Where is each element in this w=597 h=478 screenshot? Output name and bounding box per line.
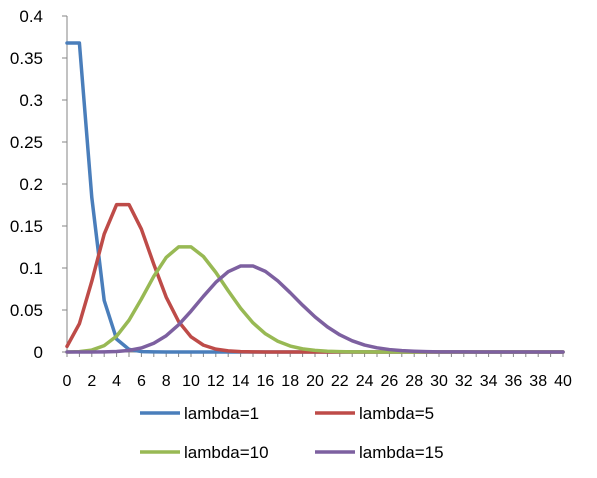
x-tick-label: 8 — [162, 373, 171, 390]
y-tick-label: 0.1 — [19, 259, 43, 278]
x-tick-label: 0 — [63, 373, 72, 390]
x-tick-label: 16 — [257, 373, 275, 390]
legend-label: lambda=15 — [359, 443, 444, 462]
x-tick-label: 20 — [306, 373, 324, 390]
x-tick-label: 14 — [232, 373, 250, 390]
legend-label: lambda=5 — [359, 404, 434, 423]
x-tick-label: 28 — [405, 373, 423, 390]
x-tick-label: 30 — [430, 373, 448, 390]
x-tick-label: 26 — [381, 373, 399, 390]
series-line-lambda-1 — [65, 41, 565, 354]
x-tick-label: 24 — [356, 373, 374, 390]
y-tick-label: 0 — [34, 343, 43, 362]
x-tick-label: 6 — [137, 373, 146, 390]
x-tick-label: 36 — [505, 373, 523, 390]
y-tick-label: 0.2 — [19, 175, 43, 194]
series-lines — [65, 41, 565, 354]
y-tick-label: 0.15 — [10, 217, 43, 236]
x-tick-label: 34 — [480, 373, 498, 390]
x-tick-label: 10 — [182, 373, 200, 390]
x-tick-label: 22 — [331, 373, 349, 390]
series-line-lambda-15 — [65, 264, 565, 354]
x-tick-label: 12 — [207, 373, 225, 390]
y-tick-label: 0.4 — [19, 7, 43, 26]
x-tick-label: 18 — [281, 373, 299, 390]
series-line-lambda-10 — [65, 245, 565, 354]
x-tick-label: 32 — [455, 373, 473, 390]
y-tick-label: 0.35 — [10, 49, 43, 68]
legend-label: lambda=1 — [184, 404, 259, 423]
x-tick-label: 38 — [529, 373, 547, 390]
x-axis-ticks: 0 2 4 6 8 10 12 14 16 18 20 22 24 26 28 30 32 34 36 38 40 — [63, 352, 572, 390]
y-axis-ticks: 0 0.05 0.1 0.15 0.2 0.25 0.3 0.35 0.4 — [10, 7, 67, 362]
y-tick-label: 0.3 — [19, 91, 43, 110]
legend: lambda=1 lambda=5 lambda=10 lambda=15 — [140, 404, 444, 462]
y-tick-label: 0.25 — [10, 133, 43, 152]
x-tick-label: 4 — [112, 373, 121, 390]
x-tick-label: 2 — [87, 373, 96, 390]
series-line-lambda-5 — [65, 202, 565, 354]
legend-label: lambda=10 — [184, 443, 269, 462]
x-tick-label: 40 — [554, 373, 572, 390]
y-tick-label: 0.05 — [10, 301, 43, 320]
